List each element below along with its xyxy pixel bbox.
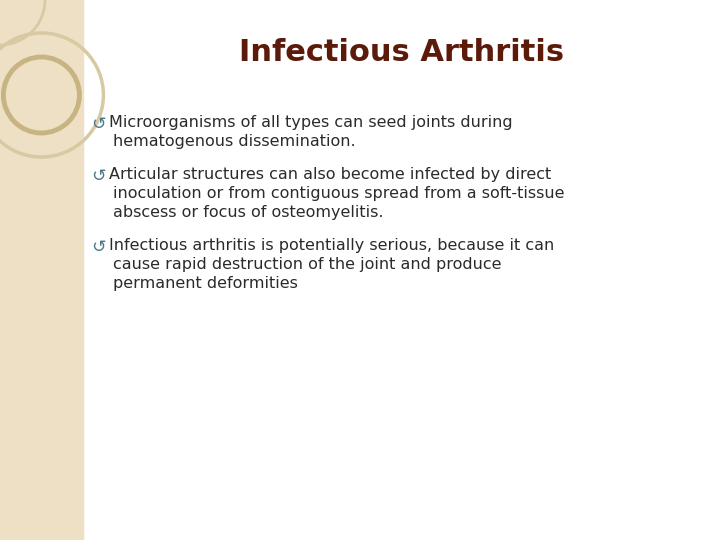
Text: ↺: ↺ [91,238,105,256]
Text: ↺: ↺ [91,167,105,185]
Text: hematogenous dissemination.: hematogenous dissemination. [113,134,356,149]
Text: inoculation or from contiguous spread from a soft-tissue: inoculation or from contiguous spread fr… [113,186,564,201]
Text: cause rapid destruction of the joint and produce: cause rapid destruction of the joint and… [113,257,501,272]
Text: Infectious arthritis is potentially serious, because it can: Infectious arthritis is potentially seri… [109,238,554,253]
Text: Articular structures can also become infected by direct: Articular structures can also become inf… [109,167,551,182]
Text: permanent deformities: permanent deformities [113,276,297,291]
Text: ↺: ↺ [91,115,105,133]
Text: Microorganisms of all types can seed joints during: Microorganisms of all types can seed joi… [109,115,513,130]
Text: Infectious Arthritis: Infectious Arthritis [239,38,564,67]
Bar [0,0,83,540]
Text: abscess or focus of osteomyelitis.: abscess or focus of osteomyelitis. [113,205,383,220]
